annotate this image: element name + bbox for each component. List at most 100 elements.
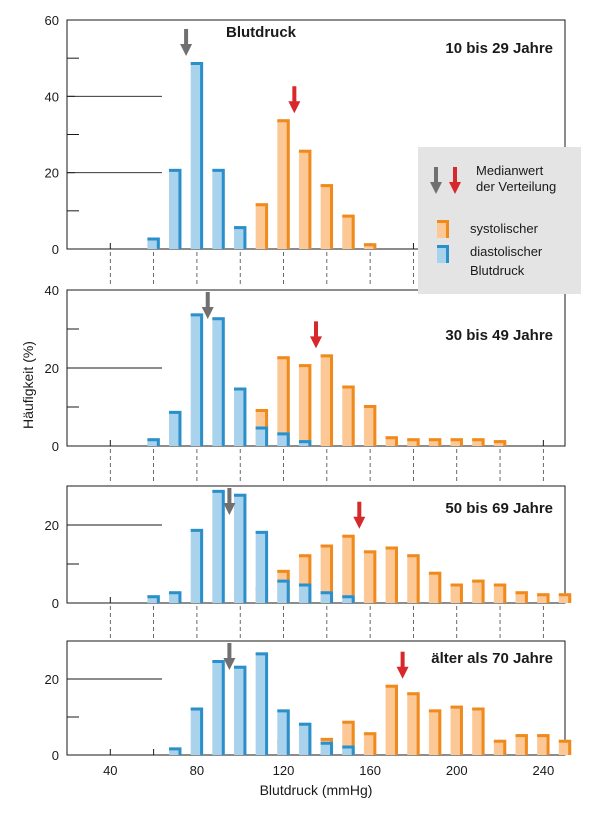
systolic-bar-edge [342,534,355,603]
diastolic-bar [234,493,247,603]
x-tick-label: 80 [190,763,204,778]
systolic-bar-edge [407,692,420,755]
y-tick-label: 0 [52,596,59,611]
systolic-bar-edge [385,436,398,446]
diastolic-bar-fill [320,741,334,755]
diastolic-bar-fill [147,237,160,249]
chart-title: Blutdruck [226,24,297,41]
diastolic-bar-fill [320,591,334,603]
legend-diastolic-label-line2: Blutdruck [470,263,525,278]
diastolic-bar-fill [190,61,204,249]
systolic-bar [298,149,312,249]
x-tick-label: 240 [532,763,554,778]
systolic-bar-fill [558,739,572,755]
diastolic-bar-fill [190,313,204,446]
diastolic-bar [298,722,312,755]
systolic-bar-edge [385,684,398,755]
diastolic-bar-edge [147,438,160,446]
systolic-bar-fill [298,149,312,249]
systolic-bar-edge [450,438,463,446]
systolic-bar [320,544,334,603]
diastolic-bar-fill [342,745,355,755]
systolic-bar-fill [450,705,463,755]
systolic-bar-edge [493,583,507,603]
diastolic-bar [342,745,355,755]
systolic-bar [450,438,463,446]
systolic-bar [472,579,485,603]
systolic-bar-fill [320,184,334,249]
systolic-bar-edge [472,579,485,603]
systolic-bar-fill [363,550,377,603]
diastolic-bar-edge [190,528,204,603]
panel-age-label: 50 bis 69 Jahre [445,500,553,517]
systolic-bar-edge [558,593,572,603]
median-systolic-arrow-head [353,516,366,529]
systolic-bar-fill [537,734,550,755]
diastolic-bar-fill [190,707,204,755]
systolic-bar-edge [450,583,463,603]
systolic-bar-edge [515,591,528,603]
diastolic-bar-edge [234,387,247,446]
systolic-bar-fill [472,579,485,603]
median-systolic-arrow-head [310,336,322,349]
median-diastolic-arrow-head [223,503,236,515]
systolic-bar [363,405,377,446]
diastolic-bar-edge [234,226,247,249]
systolic-bar-fill [255,203,269,249]
median-diastolic-arrow-shaft [205,292,210,309]
diastolic-bar-edge [342,745,355,755]
y-tick-label: 20 [45,672,59,687]
systolic-bar-fill [277,356,290,446]
systolic-bar-fill [515,591,528,603]
systolic-bar [255,203,269,249]
systolic-bar-edge [558,739,572,755]
median-systolic-arrow-shaft [314,321,318,339]
systolic-bar [363,243,377,249]
systolic-bar [407,692,420,755]
diastolic-bar-edge [169,410,182,446]
systolic-bar [342,385,355,446]
systolic-bar-fill [385,684,398,755]
diastolic-bar-fill [234,493,247,603]
systolic-bar-edge [320,354,334,446]
y-tick-label: 40 [45,283,59,298]
diastolic-bar-fill [255,426,269,446]
diastolic-bar [190,61,204,249]
systolic-bar [537,593,550,603]
systolic-bar [342,214,355,249]
systolic-bar-fill [298,364,312,446]
systolic-bar-fill [407,692,420,755]
systolic-bar [493,440,507,446]
diastolic-bar [342,595,355,603]
diastolic-bar-fill [169,591,182,603]
systolic-bar-edge [320,184,334,249]
diastolic-bar-edge [190,61,204,249]
diastolic-bar-edge [320,591,334,603]
panel-3: 0 20 50 bis 69 Jahre [45,485,572,611]
diastolic-bar-edge [255,530,269,603]
diastolic-bar [212,489,225,603]
diastolic-bar [147,595,160,603]
diastolic-bar-fill [190,528,204,603]
diastolic-bar-fill [255,530,269,603]
systolic-bar-edge [363,550,377,603]
y-axis-label: Häufigkeit (%) [20,341,36,429]
median-systolic-arrow-head [396,666,409,679]
systolic-bar-edge [320,544,334,603]
systolic-bar-fill [428,438,442,446]
systolic-bar-fill [320,354,334,446]
diastolic-bar [169,591,182,603]
diastolic-bar-edge [277,579,290,603]
diastolic-bar-fill [255,652,269,755]
systolic-bar-fill [493,739,507,755]
diastolic-bar-edge [190,707,204,755]
systolic-bar [493,739,507,755]
systolic-bar-fill [407,554,420,603]
systolic-bar-fill [385,436,398,446]
systolic-bar-edge [450,705,463,755]
systolic-bar [385,436,398,446]
diastolic-bar [277,579,290,603]
legend-median-label-line1: Medianwert [476,163,544,178]
